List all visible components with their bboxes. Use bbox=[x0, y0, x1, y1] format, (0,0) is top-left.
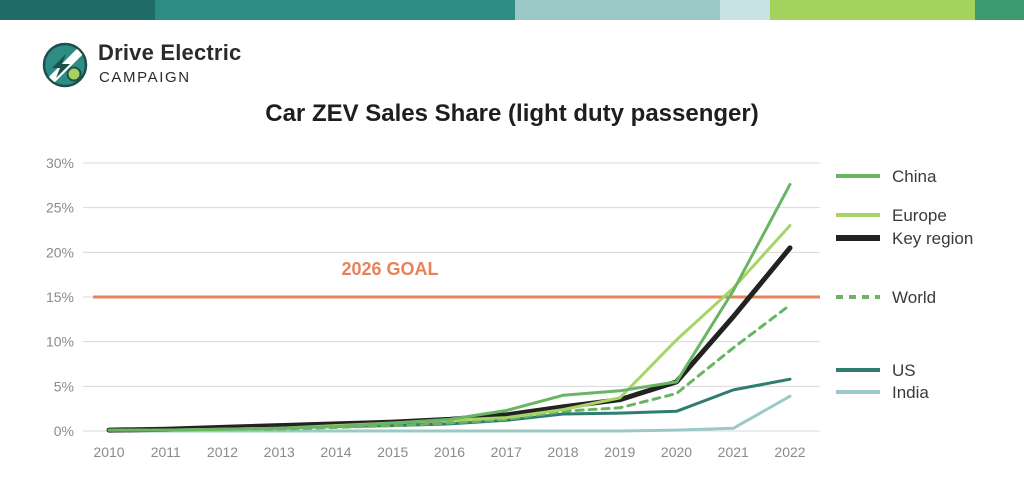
x-tick-label: 2017 bbox=[491, 444, 522, 460]
y-tick-label: 15% bbox=[46, 289, 74, 305]
y-tick-label: 5% bbox=[54, 378, 74, 394]
y-axis-ticks: 0% 5% 10% 15% 20% 25% 30% bbox=[46, 155, 74, 439]
series-line-india bbox=[107, 394, 792, 433]
series-line-world bbox=[107, 303, 792, 433]
y-tick-label: 10% bbox=[46, 334, 74, 350]
top-bar-segment bbox=[155, 0, 515, 20]
series-line-europe bbox=[107, 224, 792, 432]
y-tick-label: 20% bbox=[46, 244, 74, 260]
series-line-key-region bbox=[106, 245, 793, 433]
y-tick-label: 0% bbox=[54, 423, 74, 439]
x-tick-label: 2014 bbox=[320, 444, 351, 460]
chart-title: Car ZEV Sales Share (light duty passenge… bbox=[265, 100, 759, 127]
x-tick-label: 2011 bbox=[151, 444, 181, 460]
x-tick-label: 2019 bbox=[604, 444, 635, 460]
series-lines bbox=[106, 182, 793, 433]
top-bar-segment bbox=[975, 0, 1024, 20]
legend-label: India bbox=[892, 383, 929, 402]
goal-reference: 2026 GOAL bbox=[93, 259, 820, 299]
drive-electric-logo-icon bbox=[42, 42, 88, 88]
x-tick-label: 2015 bbox=[377, 444, 408, 460]
x-tick-label: 2010 bbox=[93, 444, 124, 460]
legend-label: China bbox=[892, 167, 937, 186]
goal-label: 2026 GOAL bbox=[341, 259, 438, 279]
x-tick-label: 2020 bbox=[661, 444, 692, 460]
brand-subtitle: CAMPAIGN bbox=[99, 69, 191, 86]
y-tick-label: 25% bbox=[46, 200, 74, 216]
brand-title: Drive Electric bbox=[98, 40, 242, 65]
top-bar-segment bbox=[770, 0, 975, 20]
x-tick-label: 2012 bbox=[207, 444, 238, 460]
top-bar-segment bbox=[0, 0, 155, 20]
top-color-bar bbox=[0, 0, 1024, 20]
top-bar-segment bbox=[515, 0, 720, 20]
x-tick-label: 2018 bbox=[547, 444, 578, 460]
legend: China Europe Key region World US India bbox=[836, 167, 973, 402]
top-bar-segment bbox=[720, 0, 770, 20]
x-tick-label: 2016 bbox=[434, 444, 465, 460]
legend-label: US bbox=[892, 361, 916, 380]
x-tick-label: 2021 bbox=[718, 444, 749, 460]
legend-label: World bbox=[892, 288, 936, 307]
y-tick-label: 30% bbox=[46, 155, 74, 171]
x-axis-ticks: 2010 2011 2012 2013 2014 2015 2016 2017 2018 2019… bbox=[93, 444, 805, 460]
legend-label: Key region bbox=[892, 229, 973, 248]
x-tick-label: 2022 bbox=[774, 444, 805, 460]
series-line-china bbox=[107, 182, 792, 432]
legend-label: Europe bbox=[892, 206, 947, 225]
x-tick-label: 2013 bbox=[264, 444, 295, 460]
